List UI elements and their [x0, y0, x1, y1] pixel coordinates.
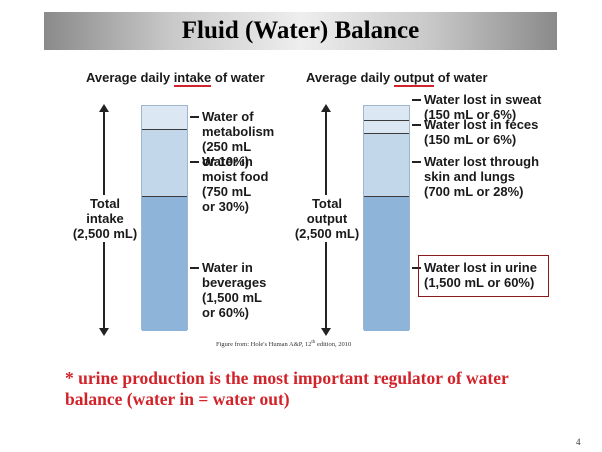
output-segment-4 [364, 196, 409, 331]
arrow-up-icon [321, 104, 331, 112]
highlight-box [418, 255, 549, 297]
intake-callout-label: Water in beverages (1,500 mL or 60%) [202, 260, 267, 320]
output-segment-1 [364, 106, 409, 120]
output-heading-pre: Average daily [306, 70, 394, 85]
intake-heading-post: of water [211, 70, 265, 85]
output-callout-tick [412, 267, 421, 269]
output-callout-label: Water lost through skin and lungs (700 m… [424, 154, 540, 199]
title-bar: Fluid (Water) Balance [44, 12, 557, 50]
intake-segment-1 [142, 106, 187, 129]
credit-superscript: th [311, 340, 316, 345]
output-segment-3 [364, 133, 409, 196]
arrow-down-icon [99, 328, 109, 336]
arrow-up-icon [99, 104, 109, 112]
credit-text: Figure from: Hole's Human A&P, 12 [216, 341, 312, 349]
intake-segment-2 [142, 128, 187, 196]
intake-callout-tick [190, 161, 199, 163]
intake-stacked-bar [141, 105, 188, 331]
output-callout-tick [412, 99, 421, 101]
page-title: Fluid (Water) Balance [181, 17, 420, 44]
key-note: * urine production is the most important… [65, 368, 509, 409]
intake-callout-label: Water in moist food (750 mL or 30%) [202, 154, 269, 214]
output-callout-tick [412, 161, 421, 163]
intake-heading-pre: Average daily [86, 70, 174, 85]
output-stacked-bar [363, 105, 410, 331]
output-callout-label: Water lost in sweat (150 mL or 6%) [424, 92, 542, 122]
intake-callout-label: Water of metabolism (250 mL or 10%) [202, 109, 275, 169]
figure-credit: Figure from: Hole's Human A&P, 12th edit… [216, 340, 351, 348]
credit-text-end: edition, 2010 [315, 341, 352, 349]
output-heading-post: of water [434, 70, 488, 85]
output-callout-label: Water lost in urine (1,500 mL or 60%) [424, 260, 537, 290]
output-callout-tick [412, 124, 421, 126]
intake-total-label: Total intake (2,500 mL) [68, 195, 142, 242]
page-number: 4 [576, 437, 581, 447]
intake-callout-tick [190, 116, 199, 118]
output-callout-label: Water lost in feces (150 mL or 6%) [424, 117, 539, 147]
intake-heading: Average daily intake of water [86, 70, 265, 87]
intake-callout-tick [190, 267, 199, 269]
output-segment-2 [364, 119, 409, 133]
output-heading-underlined: output [393, 70, 435, 87]
output-heading: Average daily output of water [306, 70, 488, 87]
arrow-down-icon [321, 328, 331, 336]
intake-heading-underlined: intake [173, 70, 212, 87]
output-total-label: Total output (2,500 mL) [291, 195, 363, 242]
intake-segment-3 [142, 196, 187, 331]
